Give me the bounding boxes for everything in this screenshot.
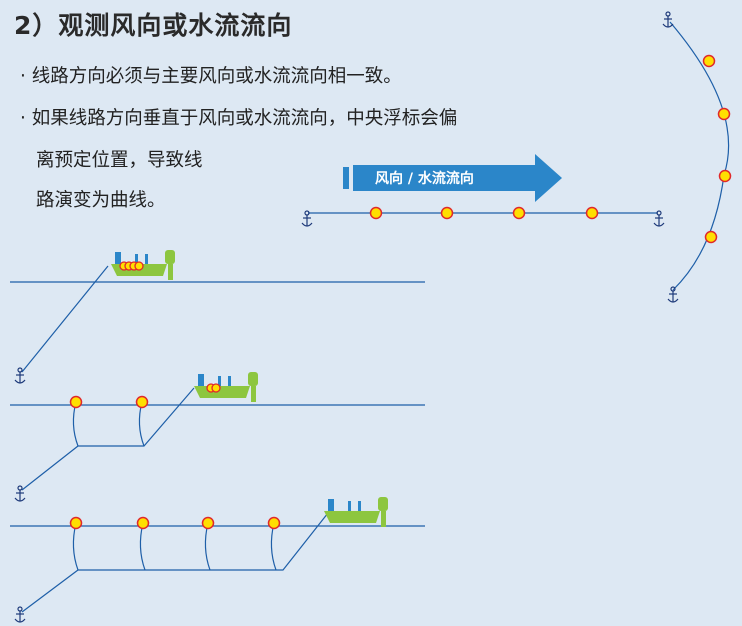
buoy-icon <box>201 516 215 530</box>
buoy-icon <box>69 395 83 409</box>
buoy-icon <box>718 169 732 183</box>
straight-line-example <box>301 206 665 227</box>
buoy-icon <box>512 206 526 220</box>
buoy-icon <box>704 230 718 244</box>
direction-arrow: 风向 / 水流流向 <box>343 154 562 202</box>
buoy-icon <box>585 206 599 220</box>
anchor-icon <box>14 606 26 623</box>
boat-icon <box>324 497 388 527</box>
buoy-icon <box>702 54 716 68</box>
buoy-icon <box>136 516 150 530</box>
buoy-icon <box>717 107 731 121</box>
bullet-text-1: · 线路方向必须与主要风向或水流流向相一致。 <box>20 66 402 87</box>
curved-line-example <box>662 11 732 303</box>
bullet-continuation-2: 路演变为曲线。 <box>36 190 166 211</box>
bullet-continuation-1: 离预定位置，导致线 <box>36 150 203 171</box>
buoy-icon <box>69 516 83 530</box>
buoy-icon <box>369 206 383 220</box>
setup-stage-1 <box>10 250 425 384</box>
page-title: 2）观测风向或水流流向 <box>14 11 293 40</box>
arrow-label: 风向 / 水流流向 <box>375 170 474 187</box>
anchor-icon <box>662 11 674 28</box>
setup-stage-3 <box>10 497 425 623</box>
setup-stage-2 <box>10 372 425 502</box>
buoy-icon <box>135 395 149 409</box>
buoy-icon <box>267 516 281 530</box>
bullet-text-2: · 如果线路方向垂直于风向或水流流向，中央浮标会偏 <box>20 108 458 129</box>
boat-icon <box>194 372 258 402</box>
buoy-icon <box>440 206 454 220</box>
